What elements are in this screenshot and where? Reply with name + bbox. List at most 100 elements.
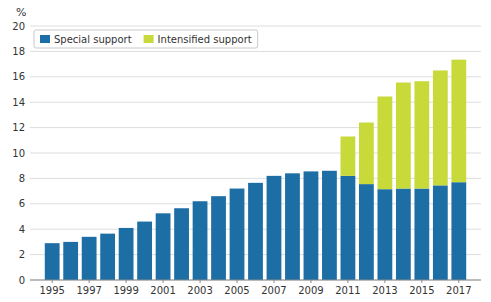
bar — [322, 170, 337, 171]
bar — [341, 136, 356, 175]
x-tick — [310, 280, 311, 283]
bar — [82, 237, 97, 280]
bar — [414, 189, 429, 280]
bar — [45, 243, 60, 280]
bar — [377, 96, 392, 189]
x-tick — [200, 280, 201, 283]
x-tick-label: 2005 — [224, 285, 249, 296]
grid-line — [30, 26, 481, 27]
grid-line — [30, 127, 481, 128]
legend-swatch — [40, 35, 50, 43]
x-tick — [89, 280, 90, 283]
bar — [230, 189, 245, 280]
y-tick-label: 2 — [19, 249, 25, 260]
y-tick-label: 4 — [19, 224, 25, 235]
chart-svg: 0 2 4 6 8 10 12 14 16 18 20 1995 1997 1999 2001 2003 200… — [0, 0, 491, 302]
y-tick-label: 0 — [19, 275, 25, 286]
bar — [322, 171, 337, 280]
x-tick-label: 2011 — [335, 285, 360, 296]
y-tick-label: 6 — [19, 198, 25, 209]
legend-frame — [34, 30, 258, 48]
x-tick — [237, 280, 238, 283]
y-tick-label: 14 — [12, 97, 25, 108]
bar — [359, 184, 374, 280]
bar — [248, 183, 263, 280]
y-tick-label: 16 — [12, 71, 25, 82]
bar — [230, 188, 245, 189]
bar — [433, 185, 448, 280]
x-tick-label: 2009 — [298, 285, 323, 296]
x-tick-label: 2017 — [446, 285, 471, 296]
x-tick-label: 2013 — [372, 285, 397, 296]
y-tick-label: 10 — [12, 148, 25, 159]
bar — [174, 208, 189, 280]
legend-label: Intensified support — [158, 34, 252, 45]
bar — [137, 222, 152, 280]
x-tick — [163, 280, 164, 283]
chart-container: 0 2 4 6 8 10 12 14 16 18 20 1995 1997 1999 2001 2003 200… — [0, 0, 491, 302]
x-tick — [52, 280, 53, 283]
bar — [119, 227, 134, 228]
bar — [359, 123, 374, 185]
y-tick-label: 18 — [12, 46, 25, 57]
x-axis-line — [30, 280, 481, 281]
bar — [396, 189, 411, 280]
grid-line — [30, 280, 481, 281]
bar — [211, 196, 226, 280]
x-tick — [421, 280, 422, 283]
bar-series — [341, 60, 467, 190]
bar — [341, 176, 356, 280]
bar — [100, 234, 115, 280]
bar — [451, 60, 466, 183]
x-tick — [126, 280, 127, 283]
bar — [248, 182, 263, 183]
legend-label: Special support — [54, 34, 132, 45]
bar — [174, 208, 189, 209]
x-tick-label: 2007 — [261, 285, 286, 296]
bar — [63, 242, 78, 280]
bar — [451, 182, 466, 280]
x-tick — [458, 280, 459, 283]
bar — [156, 213, 171, 214]
x-tick — [347, 280, 348, 283]
legend-swatch — [144, 35, 154, 43]
y-axis-label: % — [16, 6, 26, 19]
x-tick-label: 1995 — [39, 285, 64, 296]
x-tick — [384, 280, 385, 283]
bar — [82, 236, 97, 237]
bar — [119, 228, 134, 280]
bar — [267, 176, 282, 280]
bar — [137, 221, 152, 222]
grid-line — [30, 102, 481, 103]
x-tick-label: 2015 — [409, 285, 434, 296]
bar — [63, 241, 78, 242]
x-tick-label: 1997 — [76, 285, 101, 296]
bar — [100, 233, 115, 234]
grid-line — [30, 51, 481, 52]
bar — [285, 173, 300, 280]
bar — [211, 196, 226, 197]
grid-line — [30, 153, 481, 154]
y-grid — [30, 26, 481, 280]
bar — [304, 171, 319, 172]
x-tick-label: 1999 — [113, 285, 138, 296]
bars — [45, 60, 466, 280]
y-tick-label: 8 — [19, 173, 25, 184]
bar — [45, 243, 60, 244]
bar — [304, 171, 319, 280]
grid-line — [30, 76, 481, 77]
bar — [156, 213, 171, 280]
grid-line — [30, 178, 481, 179]
bar — [414, 81, 429, 188]
bar — [433, 70, 448, 185]
bar — [193, 201, 208, 202]
y-tick-label: 20 — [12, 21, 25, 32]
x-tick — [273, 280, 274, 283]
x-tick-label: 2001 — [150, 285, 175, 296]
x-tick-label: 2003 — [187, 285, 212, 296]
bar — [396, 83, 411, 189]
bar — [285, 173, 300, 174]
bar — [267, 175, 282, 176]
bar — [193, 201, 208, 280]
y-tick-label: 12 — [12, 122, 25, 133]
